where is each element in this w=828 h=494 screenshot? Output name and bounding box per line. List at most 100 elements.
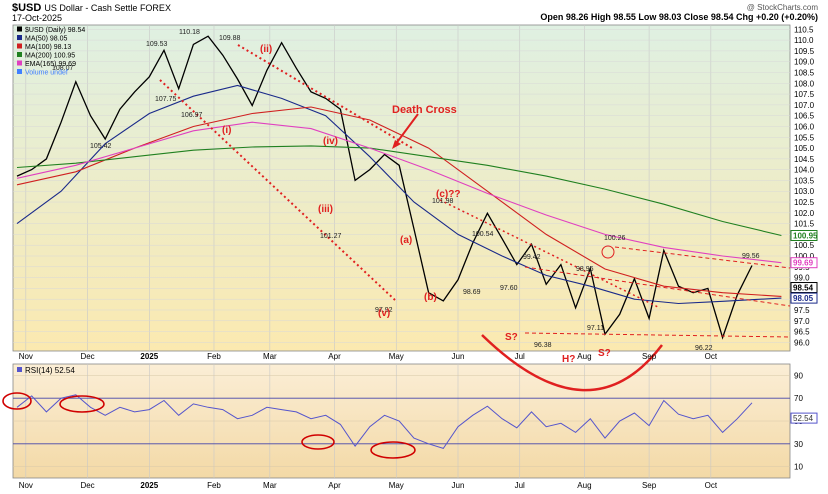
price-label: 100.26: [604, 235, 626, 242]
y-tick-label: 102.5: [794, 198, 815, 207]
price-label: 96.22: [695, 345, 713, 352]
x-tick-label: Sep: [642, 481, 657, 490]
y-tick-label: 105.5: [794, 133, 815, 142]
x-tick-label: Jul: [515, 481, 525, 490]
series-line-ma-200-: [16, 145, 782, 237]
legend-item: EMA(165) 99.69: [25, 61, 76, 68]
wave-annotation: (a): [400, 235, 412, 246]
last-value-box: [790, 282, 818, 294]
rsi-ellipse: [370, 441, 416, 459]
price-label: 101.27: [320, 233, 342, 240]
x-tick-label: Mar: [263, 481, 277, 490]
price-label: 96.38: [534, 342, 552, 349]
y-tick-label: 100.0: [794, 252, 815, 261]
y-tick-label: 106.5: [794, 112, 815, 121]
y-tick-label: 107.0: [794, 101, 815, 110]
x-tick-label: 2025: [140, 481, 158, 490]
trendline-dotted: [159, 79, 396, 301]
rsi-line: [16, 394, 753, 449]
legend-item: $USD (Daily) 98.54: [25, 27, 85, 34]
series-line-ema-165-: [16, 121, 782, 264]
price-label: 98.69: [463, 289, 481, 296]
rsi-ellipse: [301, 434, 335, 450]
y-tick-label: 102.0: [794, 209, 815, 218]
y-tick-label: 101.5: [794, 220, 815, 229]
x-tick-label: Apr: [328, 352, 341, 361]
price-panel: [12, 24, 791, 352]
series-line-ma-50-: [16, 84, 782, 305]
x-tick-label: Oct: [705, 481, 718, 490]
legend-swatch: [17, 60, 22, 66]
legend-item: Volume undef: [25, 70, 68, 77]
last-value-label: 99.69: [793, 259, 814, 268]
x-tick-label: May: [389, 352, 404, 361]
legend-swatch: [17, 69, 22, 74]
y-tick-label: 104.5: [794, 155, 815, 164]
death-cross-arrow: [394, 113, 419, 146]
y-tick-label: 100.5: [794, 241, 815, 250]
x-tick-label: Dec: [80, 481, 94, 490]
y-tick-label: 105.0: [794, 144, 815, 153]
x-tick-label: Jun: [452, 352, 465, 361]
price-label: 100.54: [472, 231, 494, 238]
price-label: 108.07: [52, 65, 74, 72]
x-tick-label: Sep: [642, 352, 657, 361]
y-tick-label: 106.0: [794, 122, 815, 131]
price-label: 101.98: [432, 198, 454, 205]
wave-annotation: (b): [424, 292, 437, 303]
y-tick-label: 97.5: [794, 306, 810, 315]
legend-item: MA(200) 100.95: [25, 53, 75, 60]
legend-item: MA(50) 98.05: [25, 36, 68, 43]
price-label: 105.42: [90, 143, 112, 150]
rsi-last-value-label: 52.54: [793, 414, 814, 423]
price-label: 97.92: [375, 307, 393, 314]
wave-annotation: Death Cross: [392, 104, 457, 116]
price-label: 98.95: [576, 266, 594, 273]
wave-annotation: (iii): [318, 204, 333, 215]
chart-date: 17-Oct-2025: [12, 13, 63, 23]
x-tick-label: Apr: [328, 481, 341, 490]
price-label: 110.18: [179, 29, 200, 36]
series-line--usd: [16, 35, 753, 340]
rsi-ellipse: [2, 392, 32, 410]
wave-annotation: S?: [598, 348, 611, 359]
last-value-label: 98.05: [793, 294, 814, 303]
wave-annotation: (c)??: [436, 189, 460, 200]
y-tick-label: 108.5: [794, 68, 815, 77]
rsi-last-value-box: [790, 412, 818, 424]
price-label: 106.97: [181, 112, 203, 119]
y-tick-label: 109.5: [794, 47, 815, 56]
hs-arc: [481, 334, 663, 392]
y-tick-label: 103.0: [794, 187, 815, 196]
support-line: [524, 332, 791, 338]
y-tick-label: 110.0: [794, 36, 814, 45]
rsi-legend-swatch: [17, 367, 22, 372]
y-tick-label: 96.0: [794, 338, 810, 347]
last-value-box: [790, 229, 818, 241]
wave-annotation: (iv): [323, 136, 338, 147]
x-tick-label: Mar: [263, 352, 277, 361]
price-label: 97.60: [500, 285, 518, 292]
ohlc-readout: Open 98.26 High 98.55 Low 98.03 Close 98…: [540, 12, 818, 22]
marker-circle: [601, 245, 615, 259]
trendline-dashed: [524, 266, 791, 307]
legend-swatch: [17, 52, 22, 57]
x-tick-label: 2025: [140, 352, 158, 361]
y-tick-label: 110.5: [794, 25, 814, 34]
y-tick-label: 109.0: [794, 58, 815, 67]
last-value-box: [790, 292, 818, 304]
rsi-ellipse: [59, 395, 105, 413]
price-label: 99.42: [523, 254, 541, 261]
x-tick-label: Jul: [515, 352, 525, 361]
symbol-title: $USD US Dollar - Cash Settle FOREX: [12, 2, 171, 14]
trendline-dashed: [614, 246, 791, 269]
legend-swatch: [17, 35, 22, 40]
wave-annotation: S?: [505, 332, 518, 343]
rsi-tick-label: 90: [794, 371, 803, 380]
y-tick-label: 108.0: [794, 79, 815, 88]
y-tick-label: 103.5: [794, 176, 815, 185]
last-value-box: [790, 257, 818, 269]
price-label: 97.11: [587, 325, 604, 332]
y-tick-label: 96.5: [794, 328, 810, 337]
